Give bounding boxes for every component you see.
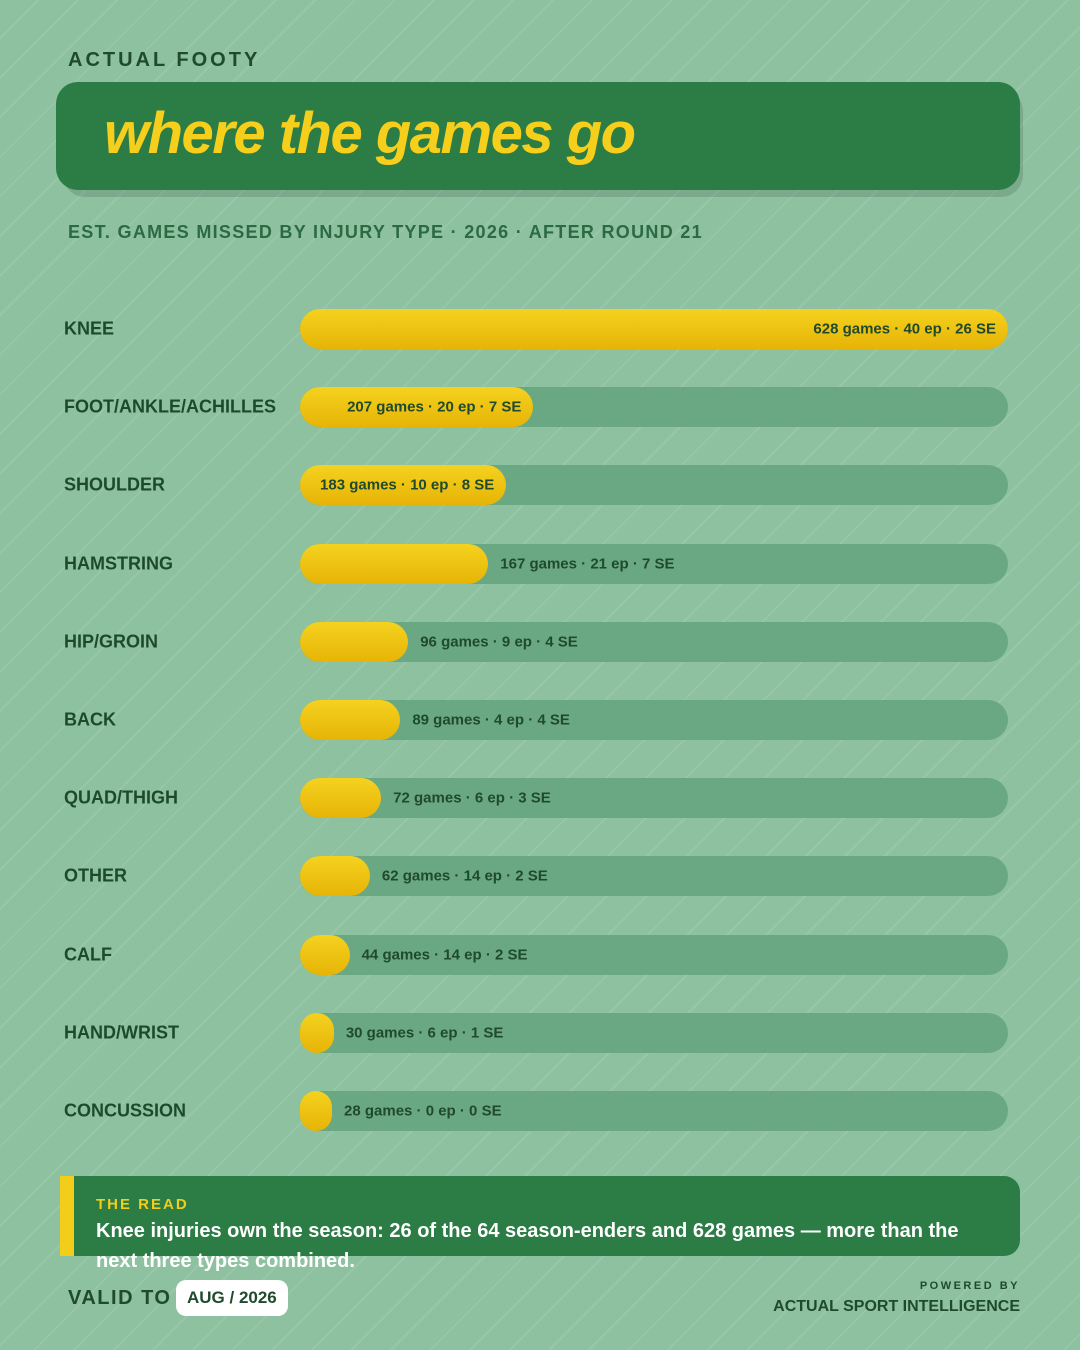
the-read-label: THE READ [96,1196,189,1213]
category-label: KNEE [64,318,115,339]
category-label: QUAD/THIGH [64,787,178,808]
bar [300,387,534,428]
bar-track: 44 games · 14 ep · 2 SE [300,934,1008,975]
bar-track: 628 games · 40 ep · 26 SE [300,309,1008,349]
category-label: CONCUSSION [64,1100,187,1121]
bar-track: 30 games · 6 ep · 1 SE [300,1012,1008,1053]
bar-value-label: 183 games · 10 ep · 8 SE [320,476,495,494]
bar-value-label: 62 games · 14 ep · 2 SE [381,867,548,885]
bar [300,543,489,584]
bar [300,1012,334,1053]
bar-value-label: 30 games · 6 ep · 1 SE [345,1024,504,1042]
bar [300,700,401,740]
category-label: CALF [64,944,112,965]
bar [300,778,382,819]
chart-subtitle: EST. GAMES MISSED BY INJURY TYPE · 2026 … [68,222,703,242]
valid-to-badge: AUG / 2026 [176,1280,288,1316]
the-read-text: Knee injuries own the season: 26 of the … [96,1220,959,1272]
bar-value-label: 628 games · 40 ep · 26 SE [813,320,996,338]
bar-value-label: 167 games · 21 ep · 7 SE [500,555,675,573]
powered-by-name: ACTUAL SPORT INTELLIGENCE [773,1298,1020,1315]
bar-value-label: 28 games · 0 ep · 0 SE [344,1102,502,1120]
category-label: FOOT/ANKLE/ACHILLES [64,396,276,417]
bar-value-label: 207 games · 20 ep · 7 SE [347,398,522,416]
chart-title: where the games go [104,101,636,166]
category-label: HAMSTRING [64,553,173,574]
bar [300,621,409,662]
bar-track: 183 games · 10 ep · 8 SE [300,465,1008,506]
bar [300,1091,332,1131]
bar-track: 167 games · 21 ep · 7 SE [300,543,1008,584]
bar [300,309,1008,349]
category-label: HAND/WRIST [64,1022,179,1043]
bar [300,934,350,975]
the-read-panel [60,1176,1020,1256]
category-label: BACK [64,709,116,730]
bar-track: 207 games · 20 ep · 7 SE [300,387,1008,428]
category-label: HIP/GROIN [64,631,159,652]
category-label: OTHER [64,865,127,886]
bar-track: 89 games · 4 ep · 4 SE [300,700,1008,740]
powered-by-label: POWERED BY [919,1280,1020,1292]
bar-track: 96 games · 9 ep · 4 SE [300,621,1008,662]
bar-track: 28 games · 0 ep · 0 SE [300,1091,1008,1131]
category-label: SHOULDER [64,474,166,495]
bar-value-label: 96 games · 9 ep · 4 SE [420,633,578,651]
title-banner [56,82,1020,190]
bar-track: 72 games · 6 ep · 3 SE [300,778,1008,819]
bar-value-label: 44 games · 14 ep · 2 SE [361,946,528,964]
bar [300,465,507,506]
bar-track: 62 games · 14 ep · 2 SE [300,856,1008,897]
bar-value-label: 89 games · 4 ep · 4 SE [412,711,570,729]
bar-value-label: 72 games · 6 ep · 3 SE [393,789,551,807]
bar [300,856,370,897]
valid-to-label: VALID TO [68,1287,172,1309]
brand-label: ACTUAL FOOTY [68,49,261,71]
